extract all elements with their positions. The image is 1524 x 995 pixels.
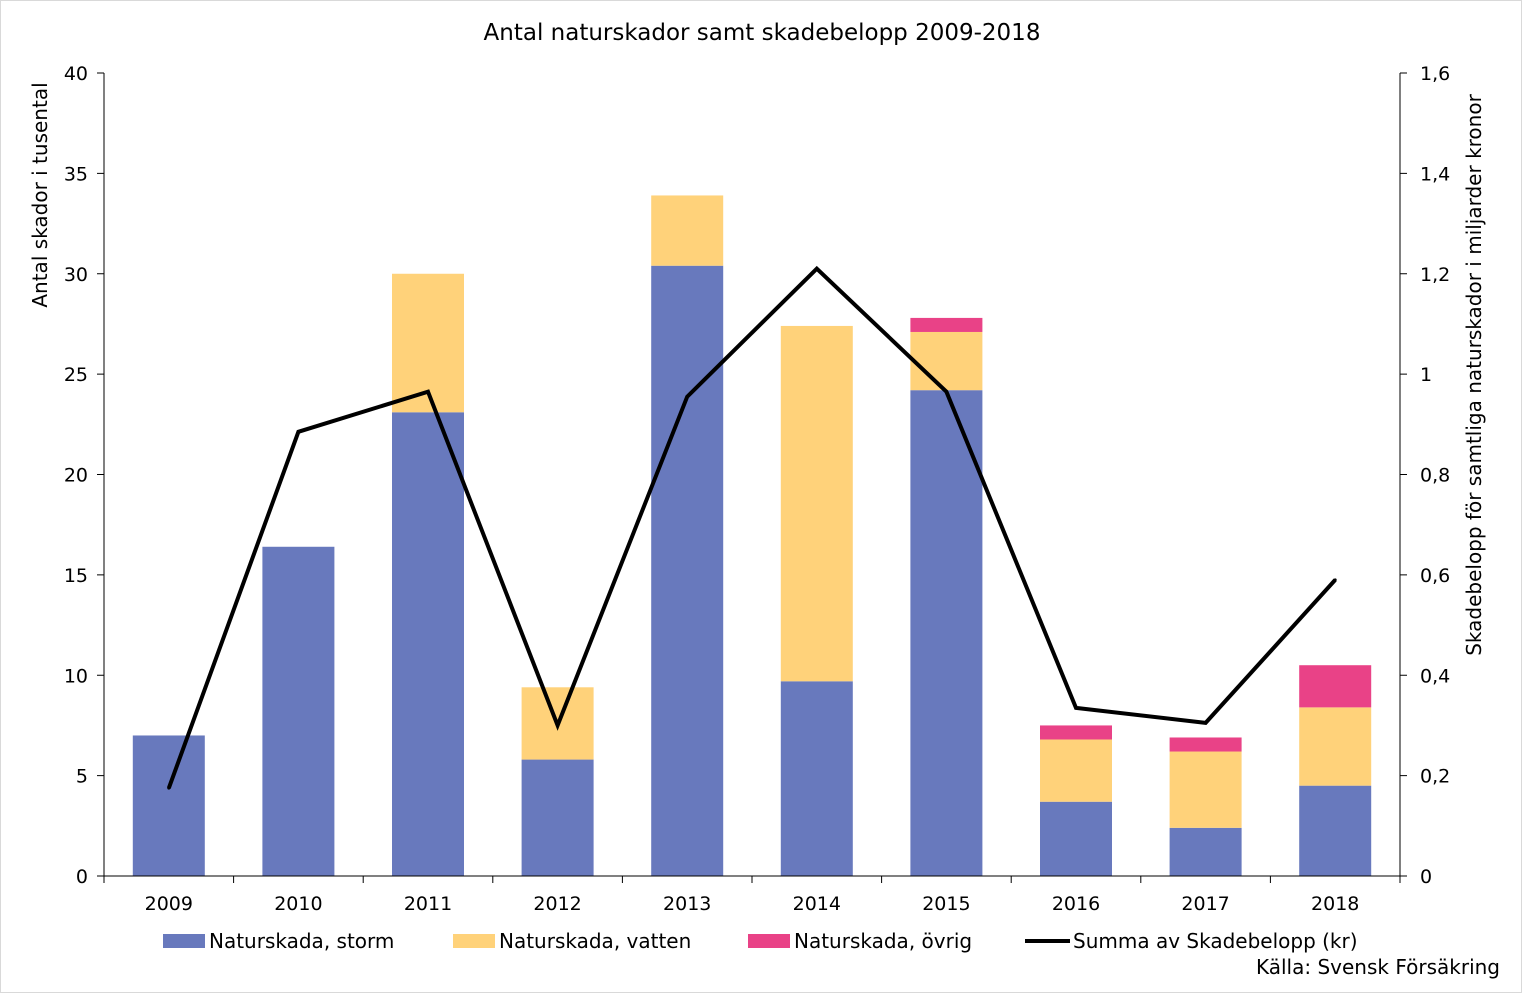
bar-naturskada-vatten-2011 [392, 273, 464, 413]
x-tick-label-2012: 2012 [533, 893, 581, 915]
bar-naturskada-storm-2014 [780, 681, 853, 876]
bar-naturskada-storm-2018 [1299, 785, 1372, 876]
chart-title: Antal naturskador samt skadebelopp 2009-… [484, 20, 1041, 46]
legend-swatch-naturskada-storm [163, 934, 205, 948]
bar-naturskada-storm-2012 [521, 759, 594, 876]
left-tick-label: 25 [64, 364, 88, 386]
line-point-2012 [556, 723, 560, 727]
legend-swatch-naturskada-vatten [453, 934, 495, 948]
legend-label-summa-av-skadebelopp-kr-: Summa av Skadebelopp (kr) [1073, 929, 1358, 953]
x-tick-label-2011: 2011 [404, 893, 452, 915]
bar-naturskada-vrig-2016 [1040, 725, 1112, 740]
legend: Naturskada, storm Naturskada, vatten Natur… [163, 929, 1358, 953]
bar-naturskada-vatten-2016 [1040, 739, 1112, 802]
left-tick-label: 10 [64, 665, 88, 687]
left-tick-label: 20 [64, 465, 88, 487]
right-tick-label: 1 [1420, 364, 1432, 386]
bar-naturskada-vatten-2014 [780, 325, 853, 682]
x-tick-label-2017: 2017 [1181, 893, 1229, 915]
right-tick-label: 1,4 [1420, 163, 1450, 185]
line-point-2010 [296, 430, 300, 434]
line-point-2013 [685, 395, 689, 399]
right-tick-label: 0,8 [1420, 465, 1450, 487]
x-tick-label-2009: 2009 [145, 893, 193, 915]
x-tick-label-2015: 2015 [922, 893, 970, 915]
left-tick-label: 15 [64, 565, 88, 587]
right-tick-label: 0 [1420, 866, 1432, 888]
bar-naturskada-storm-2009 [132, 735, 205, 876]
x-tick-label-2014: 2014 [793, 893, 841, 915]
bars-layer [132, 195, 1372, 877]
line-point-2016 [1074, 706, 1078, 710]
bar-naturskada-vrig-2018 [1299, 665, 1372, 708]
left-tick-label: 0 [76, 866, 88, 888]
legend-label-naturskada-vatten: Naturskada, vatten [499, 929, 691, 953]
right-axis-title: Skadebelopp för samtliga naturskador i m… [1462, 93, 1486, 655]
left-tick-label: 35 [64, 163, 88, 185]
x-tick-label-2010: 2010 [274, 893, 322, 915]
line-point-2015 [944, 390, 948, 394]
bar-naturskada-vatten-2013 [651, 195, 724, 266]
bar-naturskada-vatten-2018 [1299, 707, 1372, 786]
line-point-2011 [426, 390, 430, 394]
axes-layer: 0 5 10 15 20 25 30 35 40 0 0,2 0,4 0,6 0,8 1 1,2 1,4 1,6 2… [64, 63, 1450, 915]
right-tick-label: 0,6 [1420, 565, 1450, 587]
line-point-2009 [167, 786, 171, 790]
right-tick-label: 0,2 [1420, 766, 1450, 788]
left-axis-title: Antal skador i tusental [28, 82, 52, 307]
bar-naturskada-storm-2017 [1169, 827, 1242, 876]
line-point-2017 [1204, 721, 1208, 725]
left-tick-label: 40 [64, 63, 88, 85]
bar-naturskada-vatten-2017 [1169, 751, 1242, 828]
bar-naturskada-vrig-2017 [1169, 737, 1242, 752]
bar-naturskada-vatten-2015 [910, 331, 983, 391]
right-tick-label: 1,2 [1420, 264, 1450, 286]
x-tick-label-2016: 2016 [1052, 893, 1100, 915]
line-layer [166, 265, 1337, 790]
x-tick-label-2013: 2013 [663, 893, 711, 915]
bar-naturskada-storm-2010 [262, 546, 335, 876]
left-tick-label: 30 [64, 264, 88, 286]
bar-naturskada-storm-2013 [651, 265, 724, 877]
bar-naturskada-storm-2011 [392, 412, 464, 876]
bar-naturskada-vrig-2015 [910, 317, 983, 332]
x-tick-label-2018: 2018 [1311, 893, 1359, 915]
line-point-2014 [815, 267, 819, 271]
left-tick-label: 5 [76, 766, 88, 788]
legend-label-naturskada-vrig: Naturskada, övrig [794, 929, 972, 953]
bar-naturskada-storm-2016 [1040, 801, 1112, 876]
bar-naturskada-storm-2015 [910, 390, 983, 876]
legend-label-naturskada-storm: Naturskada, storm [209, 929, 394, 953]
source-note: Källa: Svensk Försäkring [1256, 955, 1500, 979]
right-tick-label: 1,6 [1420, 63, 1450, 85]
right-tick-label: 0,4 [1420, 665, 1450, 687]
legend-swatch-naturskada-vrig [748, 934, 790, 948]
line-point-2018 [1333, 578, 1337, 582]
line-skadebelopp [166, 265, 1337, 789]
